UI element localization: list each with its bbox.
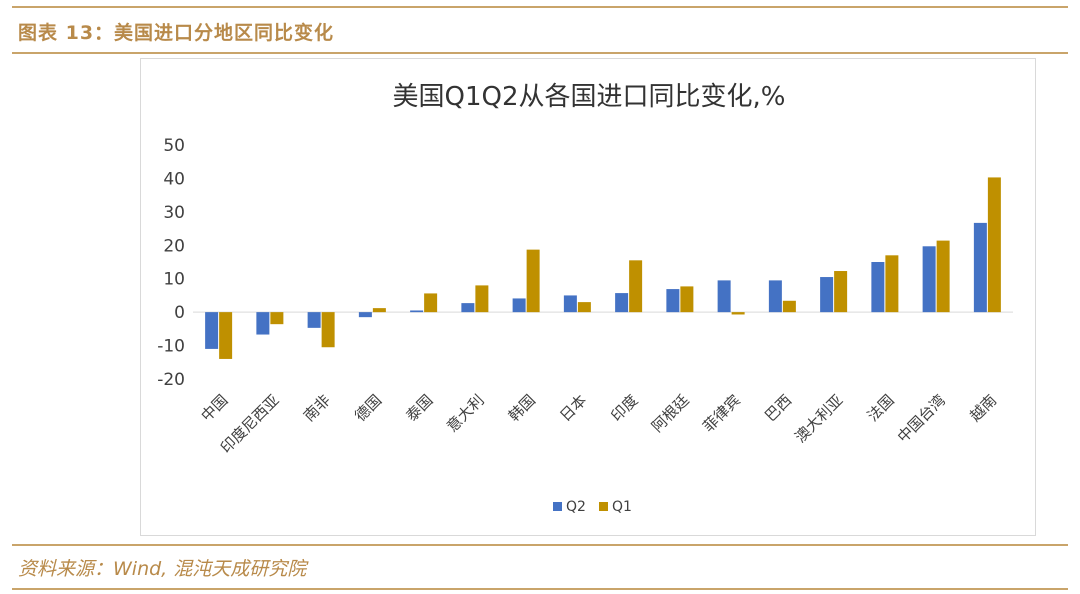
header-rule [12, 6, 1068, 8]
x-tick-label: 中国台湾 [894, 391, 949, 446]
bar-q1 [936, 240, 950, 313]
x-tick-label: 印度 [608, 391, 642, 425]
bar-q2 [871, 262, 885, 313]
bar-q1 [424, 293, 438, 313]
bar-q1 [987, 177, 1001, 313]
bar-q2 [768, 280, 782, 313]
x-tick-label: 韩国 [505, 391, 539, 425]
bar-q1 [680, 286, 694, 313]
bar-q1 [321, 312, 335, 348]
y-tick-label: 20 [163, 236, 185, 256]
legend: Q2 Q1 [553, 499, 632, 515]
legend-label-q1: Q1 [612, 499, 632, 515]
bar-q1 [219, 312, 233, 359]
x-tick-label: 巴西 [761, 391, 795, 425]
bar-q2 [666, 289, 680, 313]
x-tick-label: 德国 [351, 391, 385, 425]
x-tick-label: 阿根廷 [648, 391, 693, 436]
header-bottom-rule [12, 52, 1068, 54]
x-tick-label: 澳大利亚 [791, 391, 846, 446]
x-tick-label: 法国 [864, 391, 898, 425]
bar-q2 [256, 312, 270, 335]
bar-q1 [782, 300, 796, 313]
y-tick-label: 30 [163, 203, 185, 223]
bar-q1 [475, 285, 489, 313]
y-tick-label: 50 [163, 136, 185, 156]
legend-label-q2: Q2 [566, 499, 586, 515]
x-tick-label: 日本 [556, 391, 590, 425]
bar-q2 [512, 298, 526, 313]
source-note: 资料来源：Wind, 混沌天成研究院 [18, 558, 307, 580]
bar-q2 [973, 222, 987, 313]
legend-swatch-q1 [599, 502, 608, 511]
legend-swatch-q2 [553, 502, 562, 511]
x-tick-label: 菲律宾 [699, 391, 744, 436]
x-tick-label: 意大利 [443, 391, 488, 436]
bars [205, 177, 1001, 359]
bar-q1 [885, 255, 899, 313]
y-tick-label: 0 [174, 303, 185, 323]
x-tick-label: 泰国 [403, 391, 437, 425]
bar-q2 [205, 312, 219, 349]
x-tick-label: 南非 [300, 391, 334, 425]
bar-q2 [461, 303, 475, 313]
y-tick-label: 10 [163, 270, 185, 290]
bar-q1 [526, 249, 540, 313]
figure-title: 图表 13：美国进口分地区同比变化 [18, 22, 335, 44]
bar-q2 [307, 312, 321, 328]
footer-bottom-rule [12, 588, 1068, 590]
x-tick-label: 越南 [966, 391, 1000, 425]
bar-q1 [731, 312, 745, 315]
bar-q2 [717, 280, 731, 313]
bar-q1 [629, 260, 643, 313]
bar-q1 [270, 312, 284, 325]
bar-q2 [820, 277, 834, 313]
bar-q1 [834, 271, 848, 313]
y-tick-label: -10 [157, 337, 185, 357]
y-tick-label: -20 [157, 370, 185, 390]
bar-q1 [577, 302, 591, 313]
bar-q2 [615, 293, 629, 313]
x-tick-label: 中国 [198, 391, 232, 425]
chart-title: 美国Q1Q2从各国进口同比变化,% [393, 82, 786, 112]
bar-q1 [372, 308, 386, 313]
y-tick-label: 40 [163, 169, 185, 189]
chart-frame: 美国Q1Q2从各国进口同比变化,% 50 40 30 20 10 0 -10 -20 中国 印度… [140, 58, 1036, 536]
bar-q2 [358, 312, 372, 318]
y-axis-ticks: 50 40 30 20 10 0 -10 -20 [157, 136, 185, 390]
bar-q2 [922, 246, 936, 313]
bar-chart: 美国Q1Q2从各国进口同比变化,% 50 40 30 20 10 0 -10 -20 中国 印度… [157, 82, 1013, 515]
footer-rule [12, 544, 1068, 546]
bar-q2 [563, 295, 577, 313]
bar-q2 [410, 310, 424, 313]
